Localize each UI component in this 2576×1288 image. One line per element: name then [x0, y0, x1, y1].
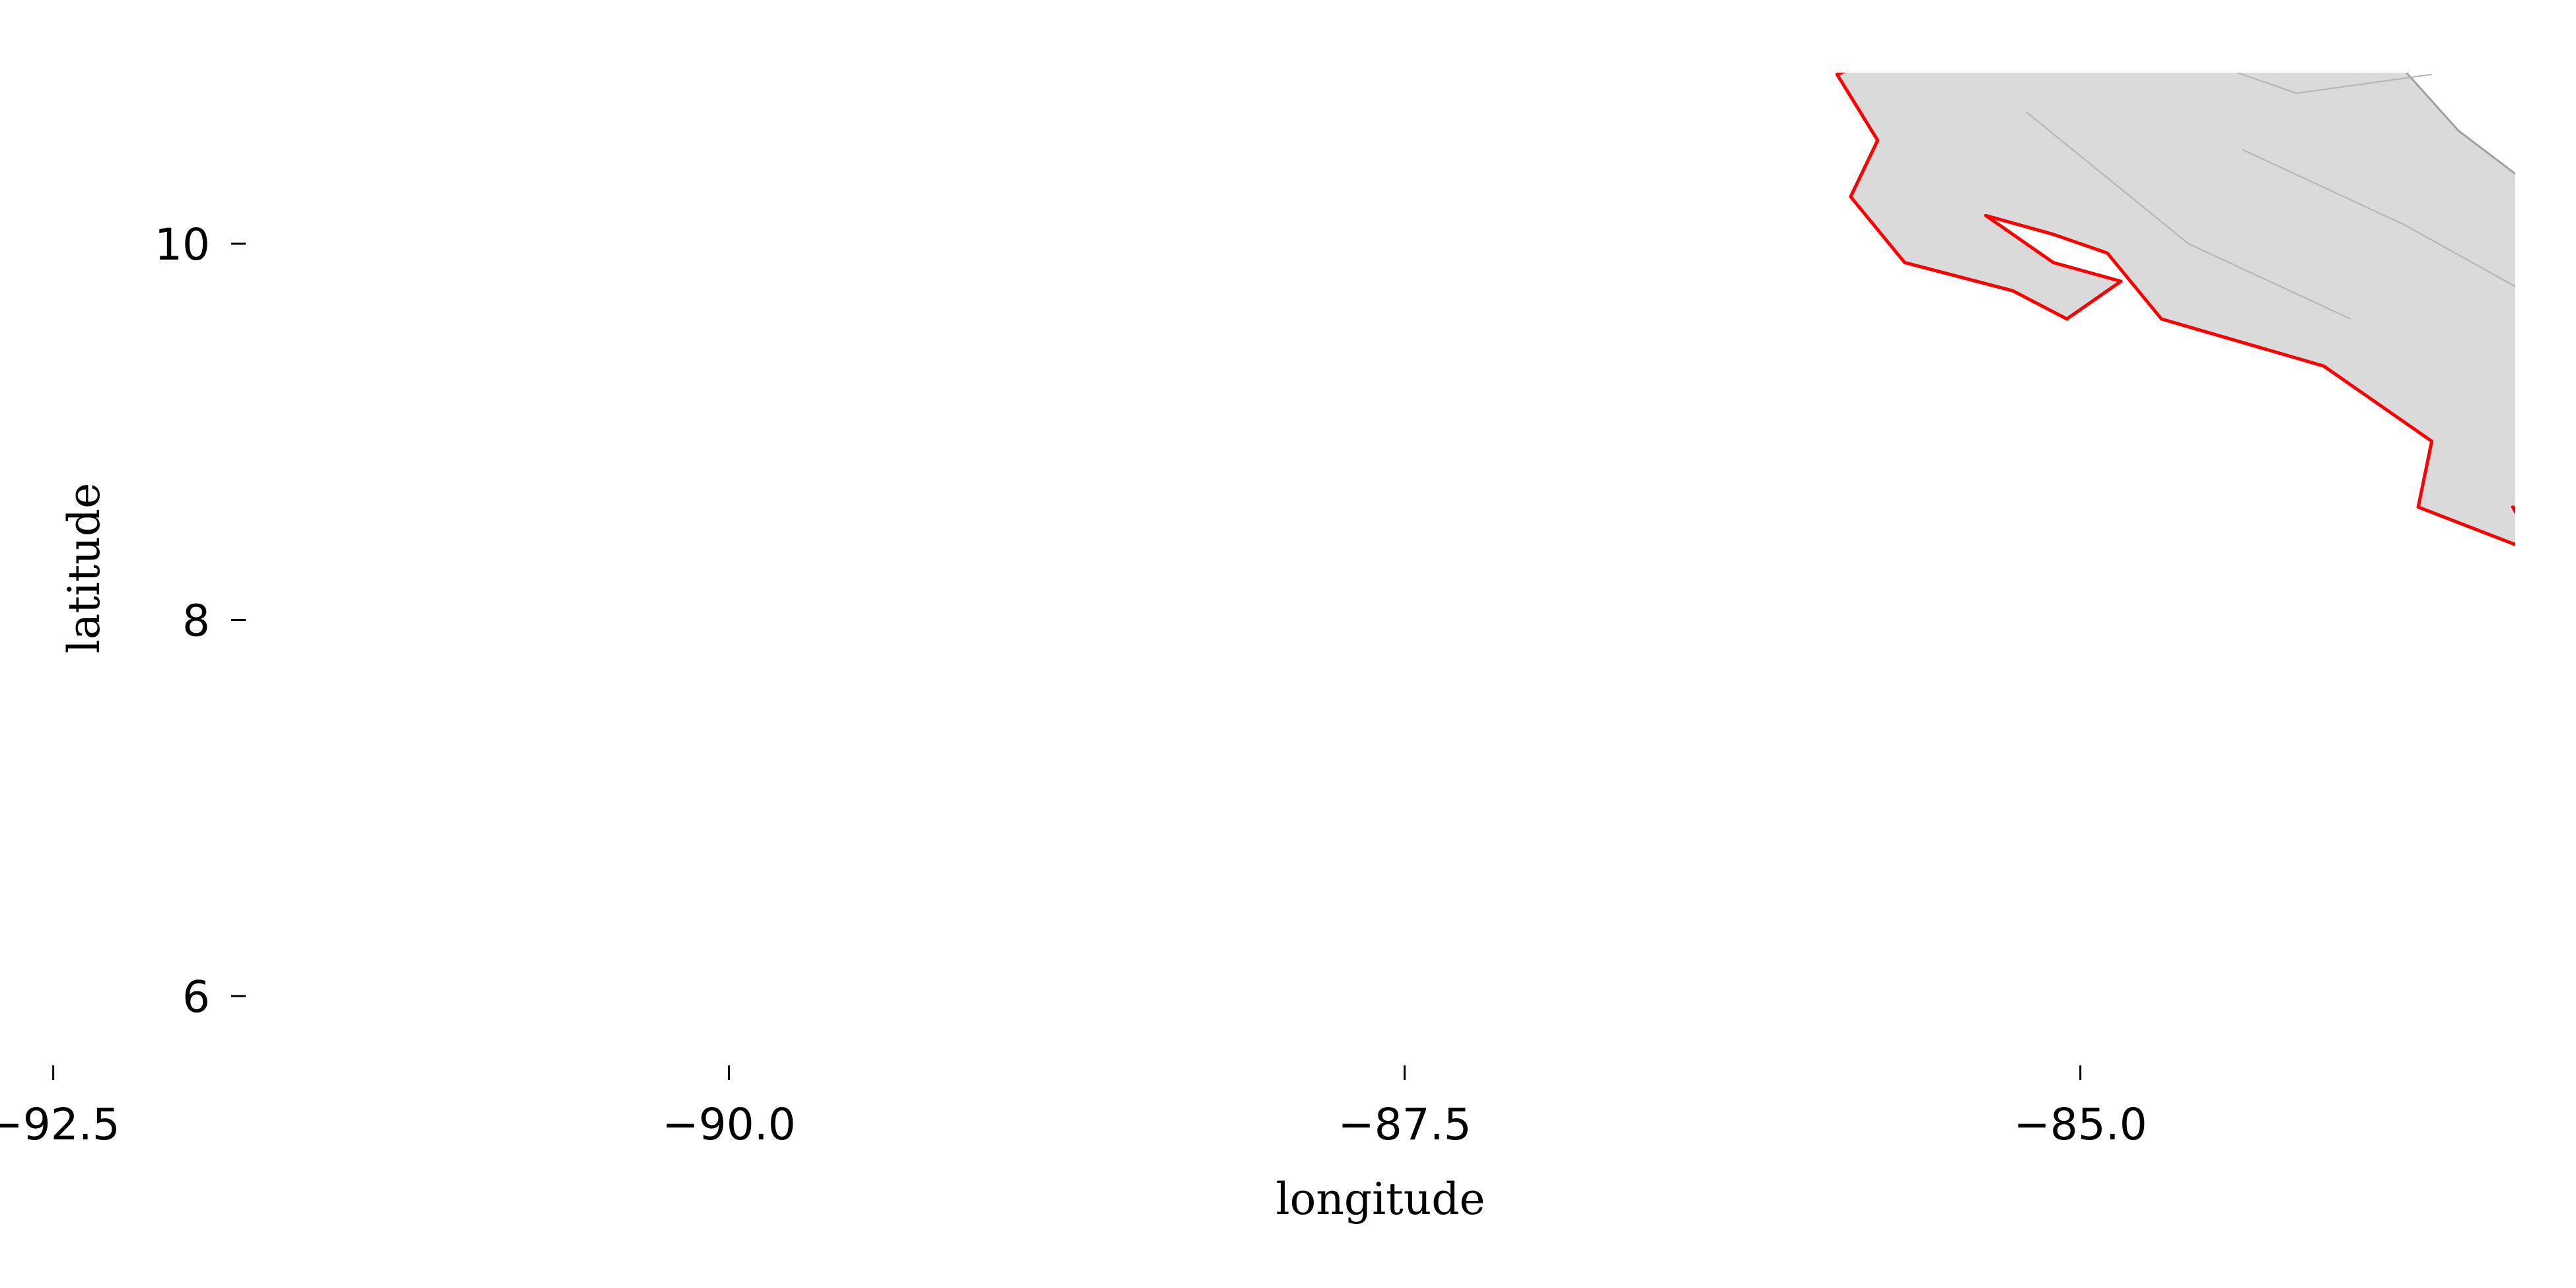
admin-boundaries: [2026, 73, 2515, 320]
y-tick-label: 10: [155, 219, 210, 270]
x-tick-label: −90.0: [662, 1099, 795, 1150]
land-layer: [1836, 73, 2515, 546]
highlighted-coastline: [1835, 73, 2515, 547]
x-axis: −92.5−90.0−87.5−85.0−82.5−80.0−77.5−75.0: [0, 1065, 2147, 1150]
admin-boundary: [2235, 73, 2432, 94]
x-tick-label: −87.5: [1338, 1099, 1471, 1150]
y-tick-label: 6: [182, 972, 210, 1022]
y-axis: 68101214: [155, 219, 246, 1022]
admin-boundary: [2026, 111, 2351, 320]
x-tick-label: −85.0: [2013, 1099, 2147, 1150]
admin-boundary: [2242, 149, 2515, 287]
y-tick-label: 8: [182, 596, 210, 647]
y-axis-label: latitude: [59, 483, 110, 653]
highlighted-coastline-layer: [1835, 73, 2515, 547]
map-area: [1835, 73, 2515, 547]
land-mass: [1836, 73, 2515, 546]
x-tick-label: −92.5: [0, 1099, 120, 1150]
x-axis-label: longitude: [1275, 1174, 1485, 1225]
